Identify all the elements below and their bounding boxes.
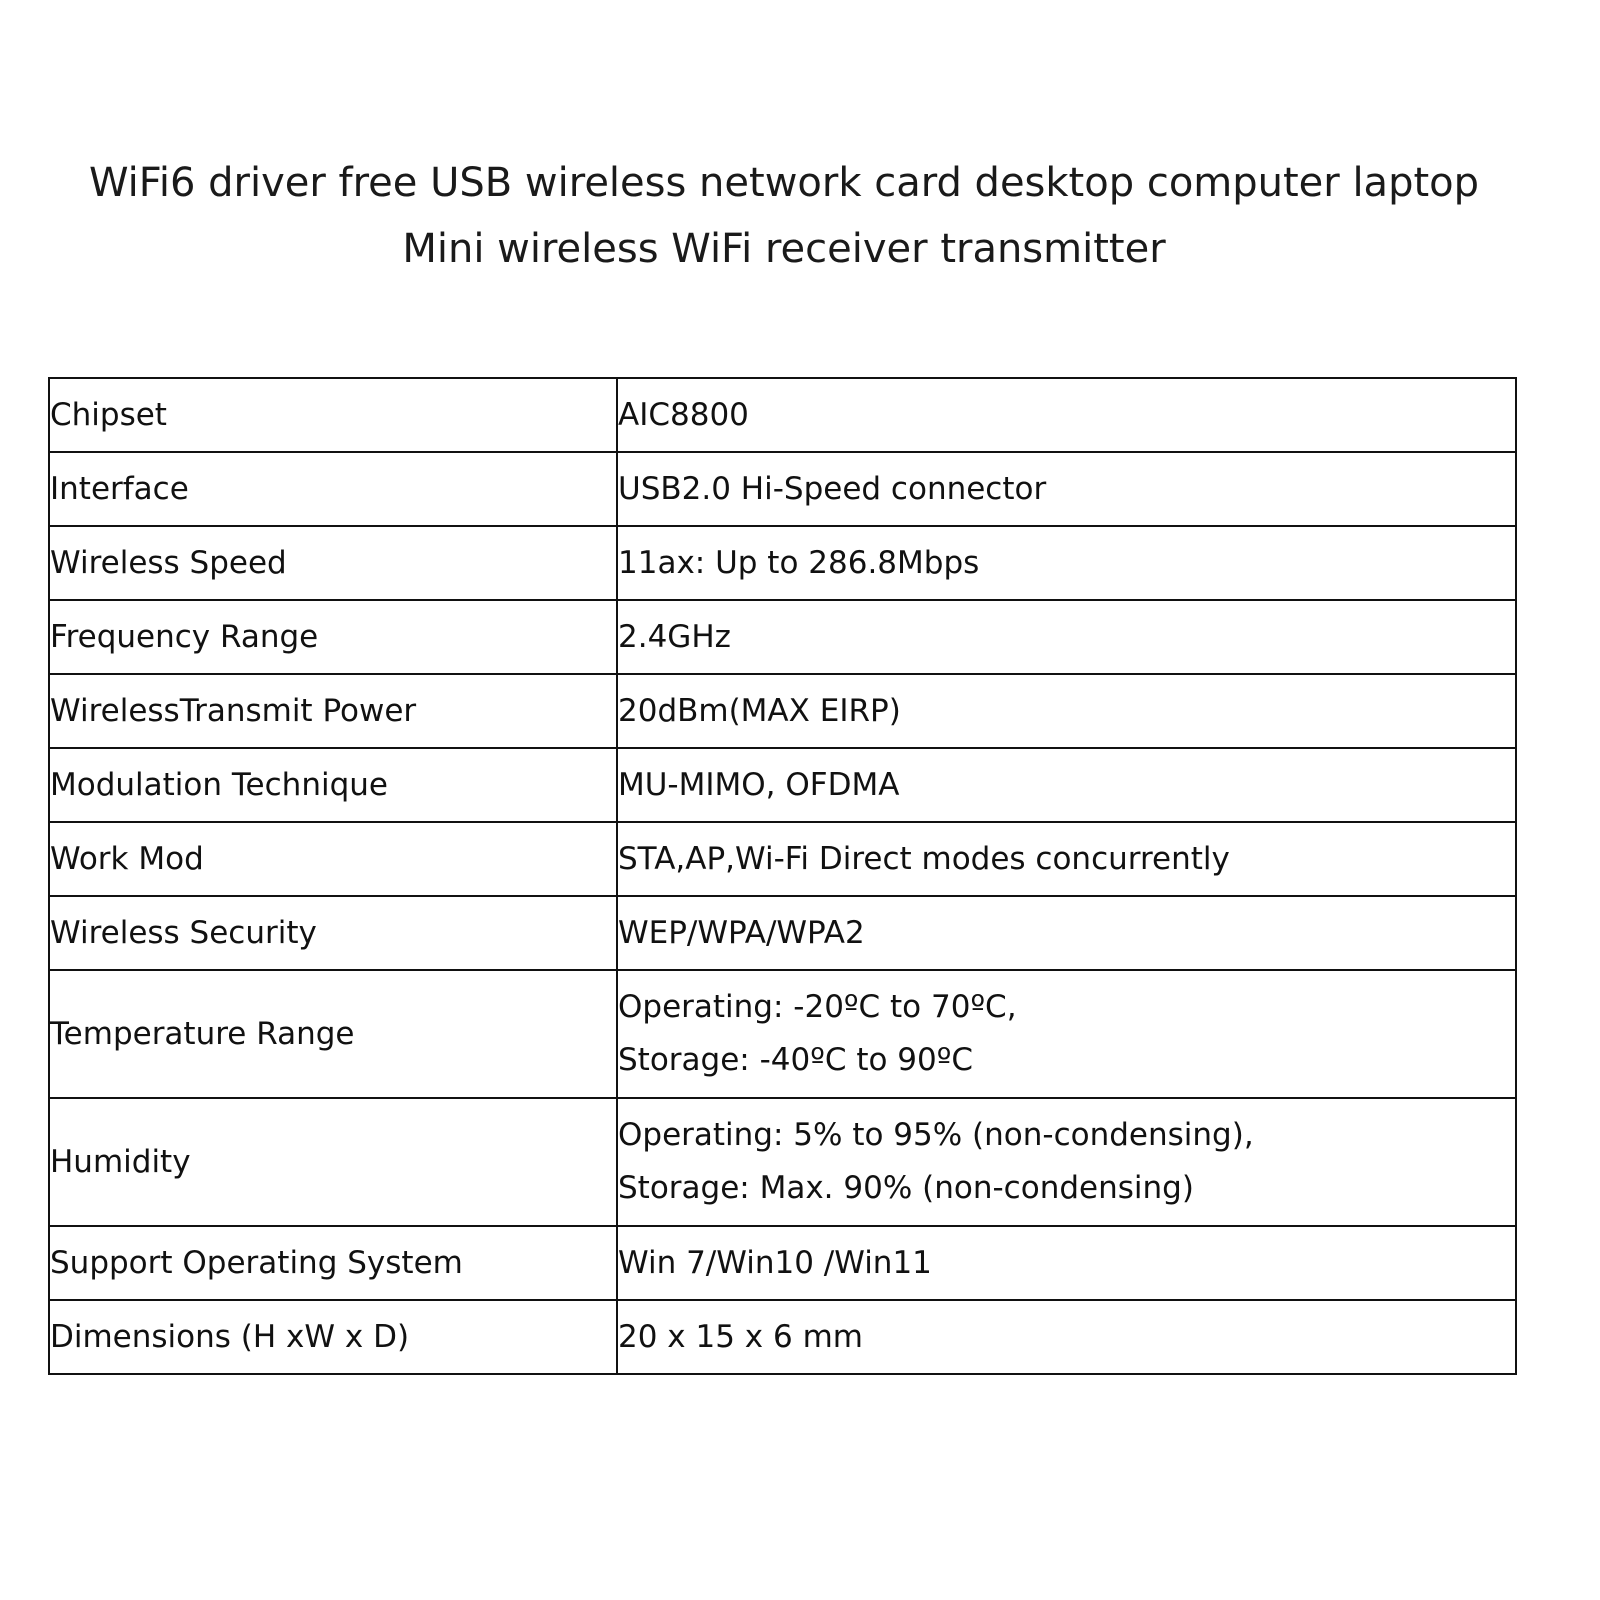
spec-label: Temperature Range <box>48 969 618 1099</box>
spec-value-line: Storage: -40ºC to 90ºC <box>618 1042 974 1078</box>
title-line-2: Mini wireless WiFi receiver transmitter <box>402 226 1166 272</box>
spec-label: Chipset <box>48 377 618 453</box>
table-row: WirelessTransmit Power 20dBm(MAX EIRP) <box>48 673 1517 749</box>
spec-value-line: AIC8800 <box>618 396 749 433</box>
spec-label: Modulation Technique <box>48 747 618 823</box>
title-line-1: WiFi6 driver free USB wireless network c… <box>88 160 1480 206</box>
table-row: Chipset AIC8800 <box>48 377 1517 453</box>
table-row: Modulation Technique MU-MIMO, OFDMA <box>48 747 1517 823</box>
spec-value: 20 x 15 x 6 mm <box>616 1299 1517 1375</box>
spec-value-line: WEP/WPA/WPA2 <box>618 914 865 951</box>
spec-label: Humidity <box>48 1097 618 1227</box>
spec-value: Operating: -20ºC to 70ºC, Storage: -40ºC … <box>616 969 1517 1099</box>
table-row: Wireless Security WEP/WPA/WPA2 <box>48 895 1517 971</box>
spec-value: 11ax: Up to 286.8Mbps <box>616 525 1517 601</box>
spec-value-line: Storage: Max. 90% (non-condensing) <box>618 1170 1194 1206</box>
spec-value: Operating: 5% to 95% (non-condensing), St… <box>616 1097 1517 1227</box>
spec-value: Win 7/Win10 /Win11 <box>616 1225 1517 1301</box>
spec-label: Support Operating System <box>48 1225 618 1301</box>
table-row: Work Mod STA,AP,Wi-Fi Direct modes concur… <box>48 821 1517 897</box>
spec-label: Dimensions (H xW x D) <box>48 1299 618 1375</box>
spec-label: WirelessTransmit Power <box>48 673 618 749</box>
table-row: Humidity Operating: 5% to 95% (non-conden… <box>48 1097 1517 1227</box>
spec-value: 2.4GHz <box>616 599 1517 675</box>
spec-value-line: Win 7/Win10 /Win11 <box>618 1244 932 1281</box>
spec-label: Interface <box>48 451 618 527</box>
table-row: Temperature Range Operating: -20ºC to 70º… <box>48 969 1517 1099</box>
table-row: Frequency Range 2.4GHz <box>48 599 1517 675</box>
spec-label: Wireless Speed <box>48 525 618 601</box>
spec-table: Chipset AIC8800 Interface USB2.0 Hi-Speed c… <box>48 377 1517 1375</box>
spec-value: AIC8800 <box>616 377 1517 453</box>
table-row: Support Operating System Win 7/Win10 /Win… <box>48 1225 1517 1301</box>
table-row: Interface USB2.0 Hi-Speed connector <box>48 451 1517 527</box>
spec-value-line: MU-MIMO, OFDMA <box>618 766 900 803</box>
page-title: WiFi6 driver free USB wireless network c… <box>0 150 1568 282</box>
spec-value: MU-MIMO, OFDMA <box>616 747 1517 823</box>
spec-value: STA,AP,Wi-Fi Direct modes concurrently <box>616 821 1517 897</box>
spec-value-line: 11ax: Up to 286.8Mbps <box>618 544 980 581</box>
spec-value: WEP/WPA/WPA2 <box>616 895 1517 971</box>
spec-value: USB2.0 Hi-Speed connector <box>616 451 1517 527</box>
spec-value: 20dBm(MAX EIRP) <box>616 673 1517 749</box>
spec-label: Frequency Range <box>48 599 618 675</box>
spec-value-line: STA,AP,Wi-Fi Direct modes concurrently <box>618 840 1230 877</box>
spec-value-line: USB2.0 Hi-Speed connector <box>618 470 1047 507</box>
spec-value-line: Operating: 5% to 95% (non-condensing), <box>618 1117 1254 1153</box>
spec-value-line: 20 x 15 x 6 mm <box>618 1318 863 1355</box>
spec-label: Work Mod <box>48 821 618 897</box>
spec-value-line: 2.4GHz <box>618 618 731 655</box>
spec-value-line: Operating: -20ºC to 70ºC, <box>618 989 1017 1025</box>
spec-value-line: 20dBm(MAX EIRP) <box>618 692 901 729</box>
table-row: Wireless Speed 11ax: Up to 286.8Mbps <box>48 525 1517 601</box>
spec-label: Wireless Security <box>48 895 618 971</box>
table-row: Dimensions (H xW x D) 20 x 15 x 6 mm <box>48 1299 1517 1375</box>
